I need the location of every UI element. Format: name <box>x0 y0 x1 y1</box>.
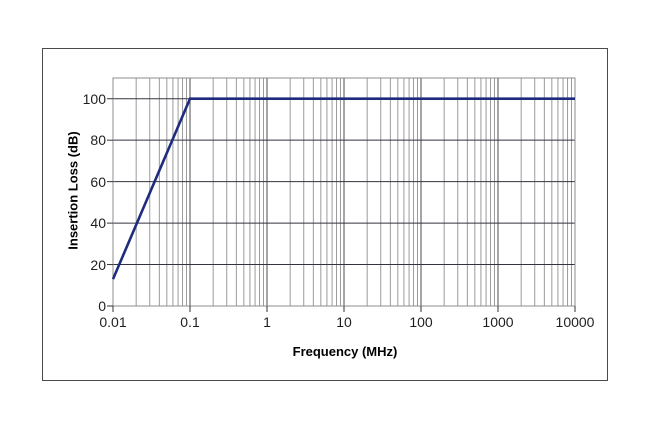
plot-svg <box>107 77 576 312</box>
x-tick-label: 10000 <box>555 314 595 330</box>
x-tick-label: 0.1 <box>180 314 200 330</box>
y-tick-label: 40 <box>90 215 106 232</box>
x-tick-label: 100 <box>409 314 433 330</box>
x-tick-label: 10 <box>336 314 352 330</box>
series-line-insertion-loss <box>111 97 575 280</box>
y-tick-label: 20 <box>90 256 106 273</box>
chart-frame: Frequency (MHz) Insertion Loss (dB) 0.01… <box>42 48 608 381</box>
x-tick-label: 1 <box>263 314 271 330</box>
x-tick-label: 1000 <box>482 314 514 330</box>
x-axis-title: Frequency (MHz) <box>292 344 398 359</box>
y-tick-label: 60 <box>90 173 106 190</box>
y-tick-label: 80 <box>90 132 106 149</box>
y-tick-label: 0 <box>98 298 106 314</box>
x-tick-label: 0.01 <box>99 314 127 330</box>
y-tick-label: 100 <box>82 90 106 107</box>
